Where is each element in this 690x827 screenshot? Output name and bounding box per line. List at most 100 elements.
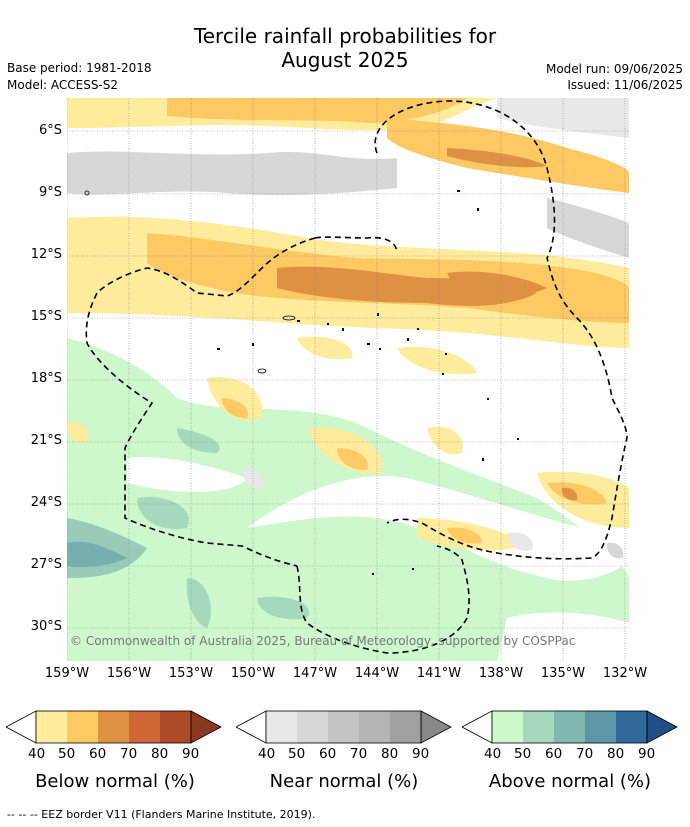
cbar-tick: 50	[288, 746, 306, 762]
cbar-seg	[647, 711, 677, 743]
lon-label: 147°W	[292, 666, 338, 681]
below-normal-patch-2	[222, 398, 248, 418]
cbar-seg	[585, 711, 616, 743]
cbar-seg	[6, 710, 37, 744]
below-normal-patch-13	[397, 346, 477, 375]
below-normal-northeast-dark	[447, 148, 547, 168]
white-region-2	[127, 457, 247, 493]
colorbar-above	[462, 710, 678, 744]
footnote: -- -- -- EEZ border V11 (Flanders Marine…	[7, 808, 316, 821]
below-normal-patch-10	[427, 426, 463, 455]
chart-title-line2: August 2025	[281, 48, 409, 72]
cbar-tick: 60	[545, 746, 563, 762]
cbar-seg	[492, 711, 523, 743]
cbar-tick: 60	[89, 746, 107, 762]
cbar-seg	[36, 711, 67, 743]
colorbar-title-below: Below normal (%)	[35, 771, 195, 792]
cbar-tick: 80	[381, 746, 399, 762]
lon-label: 153°W	[168, 666, 214, 681]
below-normal-patch-9	[447, 527, 482, 544]
cbar-seg	[554, 711, 585, 743]
lat-label: 18°S	[30, 371, 62, 386]
cbar-seg	[421, 711, 451, 743]
map-gridlines	[67, 98, 629, 661]
teal-spot-5	[257, 596, 309, 620]
cbar-tick: 80	[607, 746, 625, 762]
below-normal-patch-4	[337, 448, 368, 470]
cbar-seg	[236, 710, 267, 744]
below-normal-patch-11	[67, 422, 89, 444]
lat-label: 12°S	[30, 247, 62, 262]
cbar-seg	[359, 711, 390, 743]
teal-spot-6	[186, 578, 211, 628]
lat-label: 6°S	[38, 123, 62, 138]
cbar-seg	[129, 711, 160, 743]
cbar-tick: 40	[28, 746, 46, 762]
cbar-seg	[328, 711, 359, 743]
near-normal-patch-2	[606, 542, 624, 559]
near-normal-patch-3	[242, 467, 264, 489]
cbar-seg	[98, 711, 129, 743]
below-normal-patch-6	[547, 482, 607, 505]
eez-borders	[85, 100, 628, 654]
cbar-tick: 40	[258, 746, 276, 762]
colorbar-near	[236, 710, 452, 744]
teal-spot-2	[67, 518, 147, 578]
teal-spot-4	[177, 428, 220, 453]
cbar-tick: 40	[484, 746, 502, 762]
lon-label: 138°W	[478, 666, 524, 681]
copyright-text: © Commonwealth of Australia 2025, Bureau…	[70, 634, 576, 648]
cbar-tick: 90	[638, 746, 656, 762]
islands	[217, 190, 519, 575]
cbar-tick: 50	[58, 746, 76, 762]
near-normal-band-north	[67, 151, 397, 196]
base-period: Base period: 1981-2018	[7, 61, 152, 75]
cbar-seg	[191, 711, 221, 743]
lat-label: 24°S	[30, 495, 62, 510]
cbar-seg	[523, 711, 554, 743]
cbar-seg	[160, 711, 191, 743]
chart-title-line1: Tercile rainfall probabilities for	[193, 24, 497, 48]
lon-label: 150°W	[230, 666, 276, 681]
cbar-tick: 90	[182, 746, 200, 762]
cbar-tick: 70	[120, 746, 138, 762]
below-normal-patch-1	[207, 377, 263, 421]
cbar-seg	[266, 711, 297, 743]
white-region-3	[497, 612, 629, 661]
probability-map	[67, 98, 629, 661]
cbar-tick: 90	[412, 746, 430, 762]
cbar-seg	[462, 710, 493, 744]
cbar-seg	[297, 711, 328, 743]
lon-label: 141°W	[416, 666, 462, 681]
lat-label: 21°S	[30, 433, 62, 448]
cbar-tick: 80	[151, 746, 169, 762]
teal-spot-3	[137, 497, 189, 529]
lon-label: 135°W	[540, 666, 586, 681]
near-normal-patch-1	[507, 532, 533, 551]
issued-date: Issued: 11/06/2025	[567, 78, 683, 92]
cbar-tick: 70	[576, 746, 594, 762]
model-name: Model: ACCESS-S2	[7, 78, 119, 92]
cbar-seg	[390, 711, 421, 743]
lat-label: 30°S	[30, 619, 62, 634]
below-normal-band-dark	[277, 266, 537, 306]
lon-label: 159°W	[44, 666, 90, 681]
lat-label: 9°S	[38, 185, 62, 200]
lon-label: 156°W	[106, 666, 152, 681]
model-run: Model run: 09/06/2025	[545, 62, 683, 76]
lon-label: 144°W	[354, 666, 400, 681]
cbar-tick: 70	[350, 746, 368, 762]
colorbar-title-above: Above normal (%)	[488, 771, 652, 792]
below-normal-patch-7	[561, 487, 578, 501]
below-normal-patch-12	[297, 336, 353, 360]
colorbar-title-near: Near normal (%)	[269, 771, 419, 792]
atolls	[84, 190, 296, 374]
cbar-tick: 50	[514, 746, 532, 762]
lon-label: 132°W	[602, 666, 648, 681]
map-svg	[67, 98, 629, 661]
below-normal-band-dark-2	[447, 271, 547, 297]
lat-label: 27°S	[30, 557, 62, 572]
cbar-seg	[67, 711, 98, 743]
cbar-tick: 60	[319, 746, 337, 762]
near-normal-band-east	[547, 198, 629, 258]
